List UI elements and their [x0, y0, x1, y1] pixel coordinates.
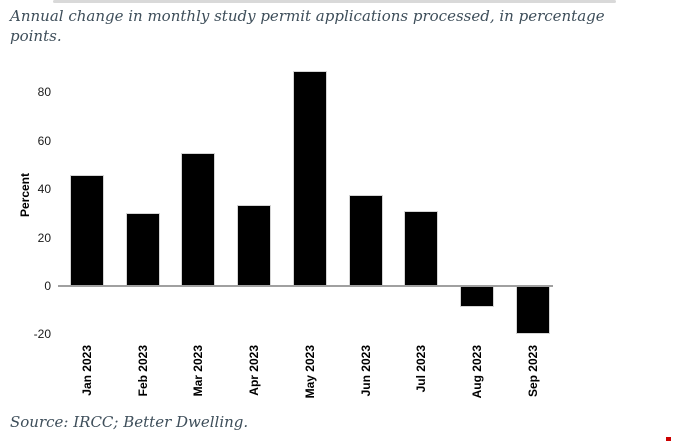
- bar-mar-2023: [181, 152, 216, 286]
- bar-jan-2023: [70, 174, 104, 286]
- y-tick-label: 60: [37, 133, 51, 148]
- y-tick-label: 40: [37, 182, 51, 197]
- x-tick-label: Jan 2023: [80, 345, 94, 396]
- bar-aug-2023: [459, 286, 494, 307]
- x-tick-label: Feb 2023: [135, 345, 150, 397]
- x-tick-label: Apr 2023: [247, 345, 262, 396]
- y-tick-label: 80: [37, 85, 51, 100]
- chart-title: Annual change in monthly study permit ap…: [10, 7, 605, 45]
- y-tick-label: 0: [44, 279, 51, 293]
- x-tick-label: Aug 2023: [469, 345, 484, 399]
- y-tick-label: -20: [33, 327, 51, 342]
- x-tick-label: May 2023: [302, 345, 317, 399]
- y-tick-label: 20: [37, 230, 51, 245]
- source-attribution: Source: IRCC; Better Dwelling.: [10, 413, 249, 431]
- bar-jul-2023: [404, 210, 439, 286]
- bar-feb-2023: [125, 213, 160, 286]
- bottom-right-mark: [666, 437, 671, 441]
- x-tick-label: Sep 2023: [525, 345, 540, 398]
- x-tick-label: Jul 2023: [414, 345, 429, 393]
- x-tick-label: Mar 2023: [191, 345, 206, 397]
- top-scrollbar[interactable]: [53, 0, 616, 3]
- x-axis-zero-line: [58, 285, 553, 287]
- bar-sep-2023: [515, 286, 550, 335]
- bar-apr-2023: [237, 204, 272, 286]
- x-tick-label: Jun 2023: [358, 345, 373, 397]
- bar-jun-2023: [348, 195, 383, 286]
- bar-may-2023: [292, 70, 327, 286]
